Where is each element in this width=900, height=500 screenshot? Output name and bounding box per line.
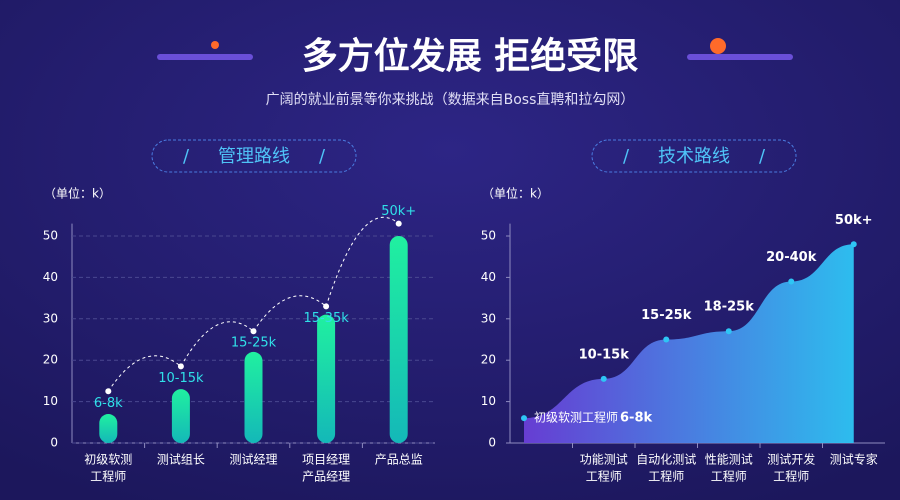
point-label: 15-25k <box>231 336 277 351</box>
point <box>521 415 527 422</box>
subtitle: 广阔的就业前景等你来挑战（数据来自Boss直聘和拉勾网） <box>266 91 635 108</box>
point-label: 20-40k <box>766 250 817 265</box>
y-tick-label: 50 <box>481 229 496 243</box>
unit-label: （单位：k） <box>44 186 111 201</box>
connector <box>107 355 182 392</box>
area <box>524 244 854 443</box>
pill-slash: / <box>623 146 630 167</box>
point-label: 6-8k <box>94 396 123 411</box>
x-tick-label: 产品总监 <box>375 453 423 467</box>
x-tick-label: 测试开发 <box>767 452 815 467</box>
unit-label: （单位：k） <box>482 186 549 201</box>
x-tick-label: 项目经理 <box>302 453 350 467</box>
x-tick-label: 功能测试 <box>580 452 628 467</box>
x-tick-label: 工程师 <box>773 469 809 484</box>
title: 多方位发展 拒绝受限 <box>302 35 639 77</box>
y-tick-label: 20 <box>43 353 58 367</box>
connector <box>180 321 254 367</box>
point <box>850 241 857 248</box>
connector <box>325 216 400 307</box>
x-tick-label: 性能测试 <box>705 452 753 467</box>
point-label: 15-35k <box>303 311 349 326</box>
x-tick-label: 初级软测 <box>84 453 132 467</box>
point-label: 18-25k <box>704 300 755 315</box>
connector <box>253 295 327 332</box>
point-label: 50k+ <box>381 204 416 219</box>
y-tick-label: 10 <box>481 394 496 408</box>
title-pill <box>151 139 357 173</box>
chart-title: 技术路线 <box>658 146 730 167</box>
point-label: 15-25k <box>641 308 692 323</box>
title-pill <box>591 139 797 173</box>
x-tick-label: 自动化测试 <box>636 452 696 467</box>
point <box>788 278 795 285</box>
point-label: 10-15k <box>579 347 630 362</box>
chart-title: 管理路线 <box>218 146 290 167</box>
bar <box>244 351 263 443</box>
y-tick-label: 10 <box>43 394 58 408</box>
decor <box>710 38 726 54</box>
bar <box>99 414 118 443</box>
pill-slash: / <box>319 146 326 167</box>
x-tick-label: 测试专家 <box>830 452 878 467</box>
point-label: 50k+ <box>835 213 873 228</box>
start-label: 初级软测工程师 <box>534 410 618 425</box>
y-tick-label: 0 <box>488 436 496 450</box>
decor <box>211 41 219 49</box>
x-tick-label: 工程师 <box>90 469 126 484</box>
y-tick-label: 30 <box>43 311 58 325</box>
y-tick-label: 20 <box>481 353 496 367</box>
x-tick-label: 工程师 <box>586 469 622 484</box>
point <box>725 328 732 335</box>
point <box>663 336 670 343</box>
y-tick-label: 40 <box>43 270 58 284</box>
point <box>600 375 607 382</box>
x-tick-label: 工程师 <box>648 469 684 484</box>
x-tick-label: 测试经理 <box>229 452 277 467</box>
bar <box>389 236 408 443</box>
y-tick-label: 40 <box>481 270 496 284</box>
x-tick-label: 工程师 <box>711 469 747 484</box>
point-label: 6-8k <box>620 411 652 426</box>
y-tick-label: 50 <box>43 229 58 243</box>
x-tick-label: 测试组长 <box>157 452 205 467</box>
y-tick-label: 30 <box>481 311 496 325</box>
point-label: 10-15k <box>158 371 204 386</box>
pill-slash: / <box>183 146 190 167</box>
y-tick-label: 0 <box>50 436 58 450</box>
pill-slash: / <box>759 146 766 167</box>
x-tick-label: 产品经理 <box>302 470 350 484</box>
bar <box>171 389 190 443</box>
bar <box>317 314 336 443</box>
point <box>395 220 402 227</box>
